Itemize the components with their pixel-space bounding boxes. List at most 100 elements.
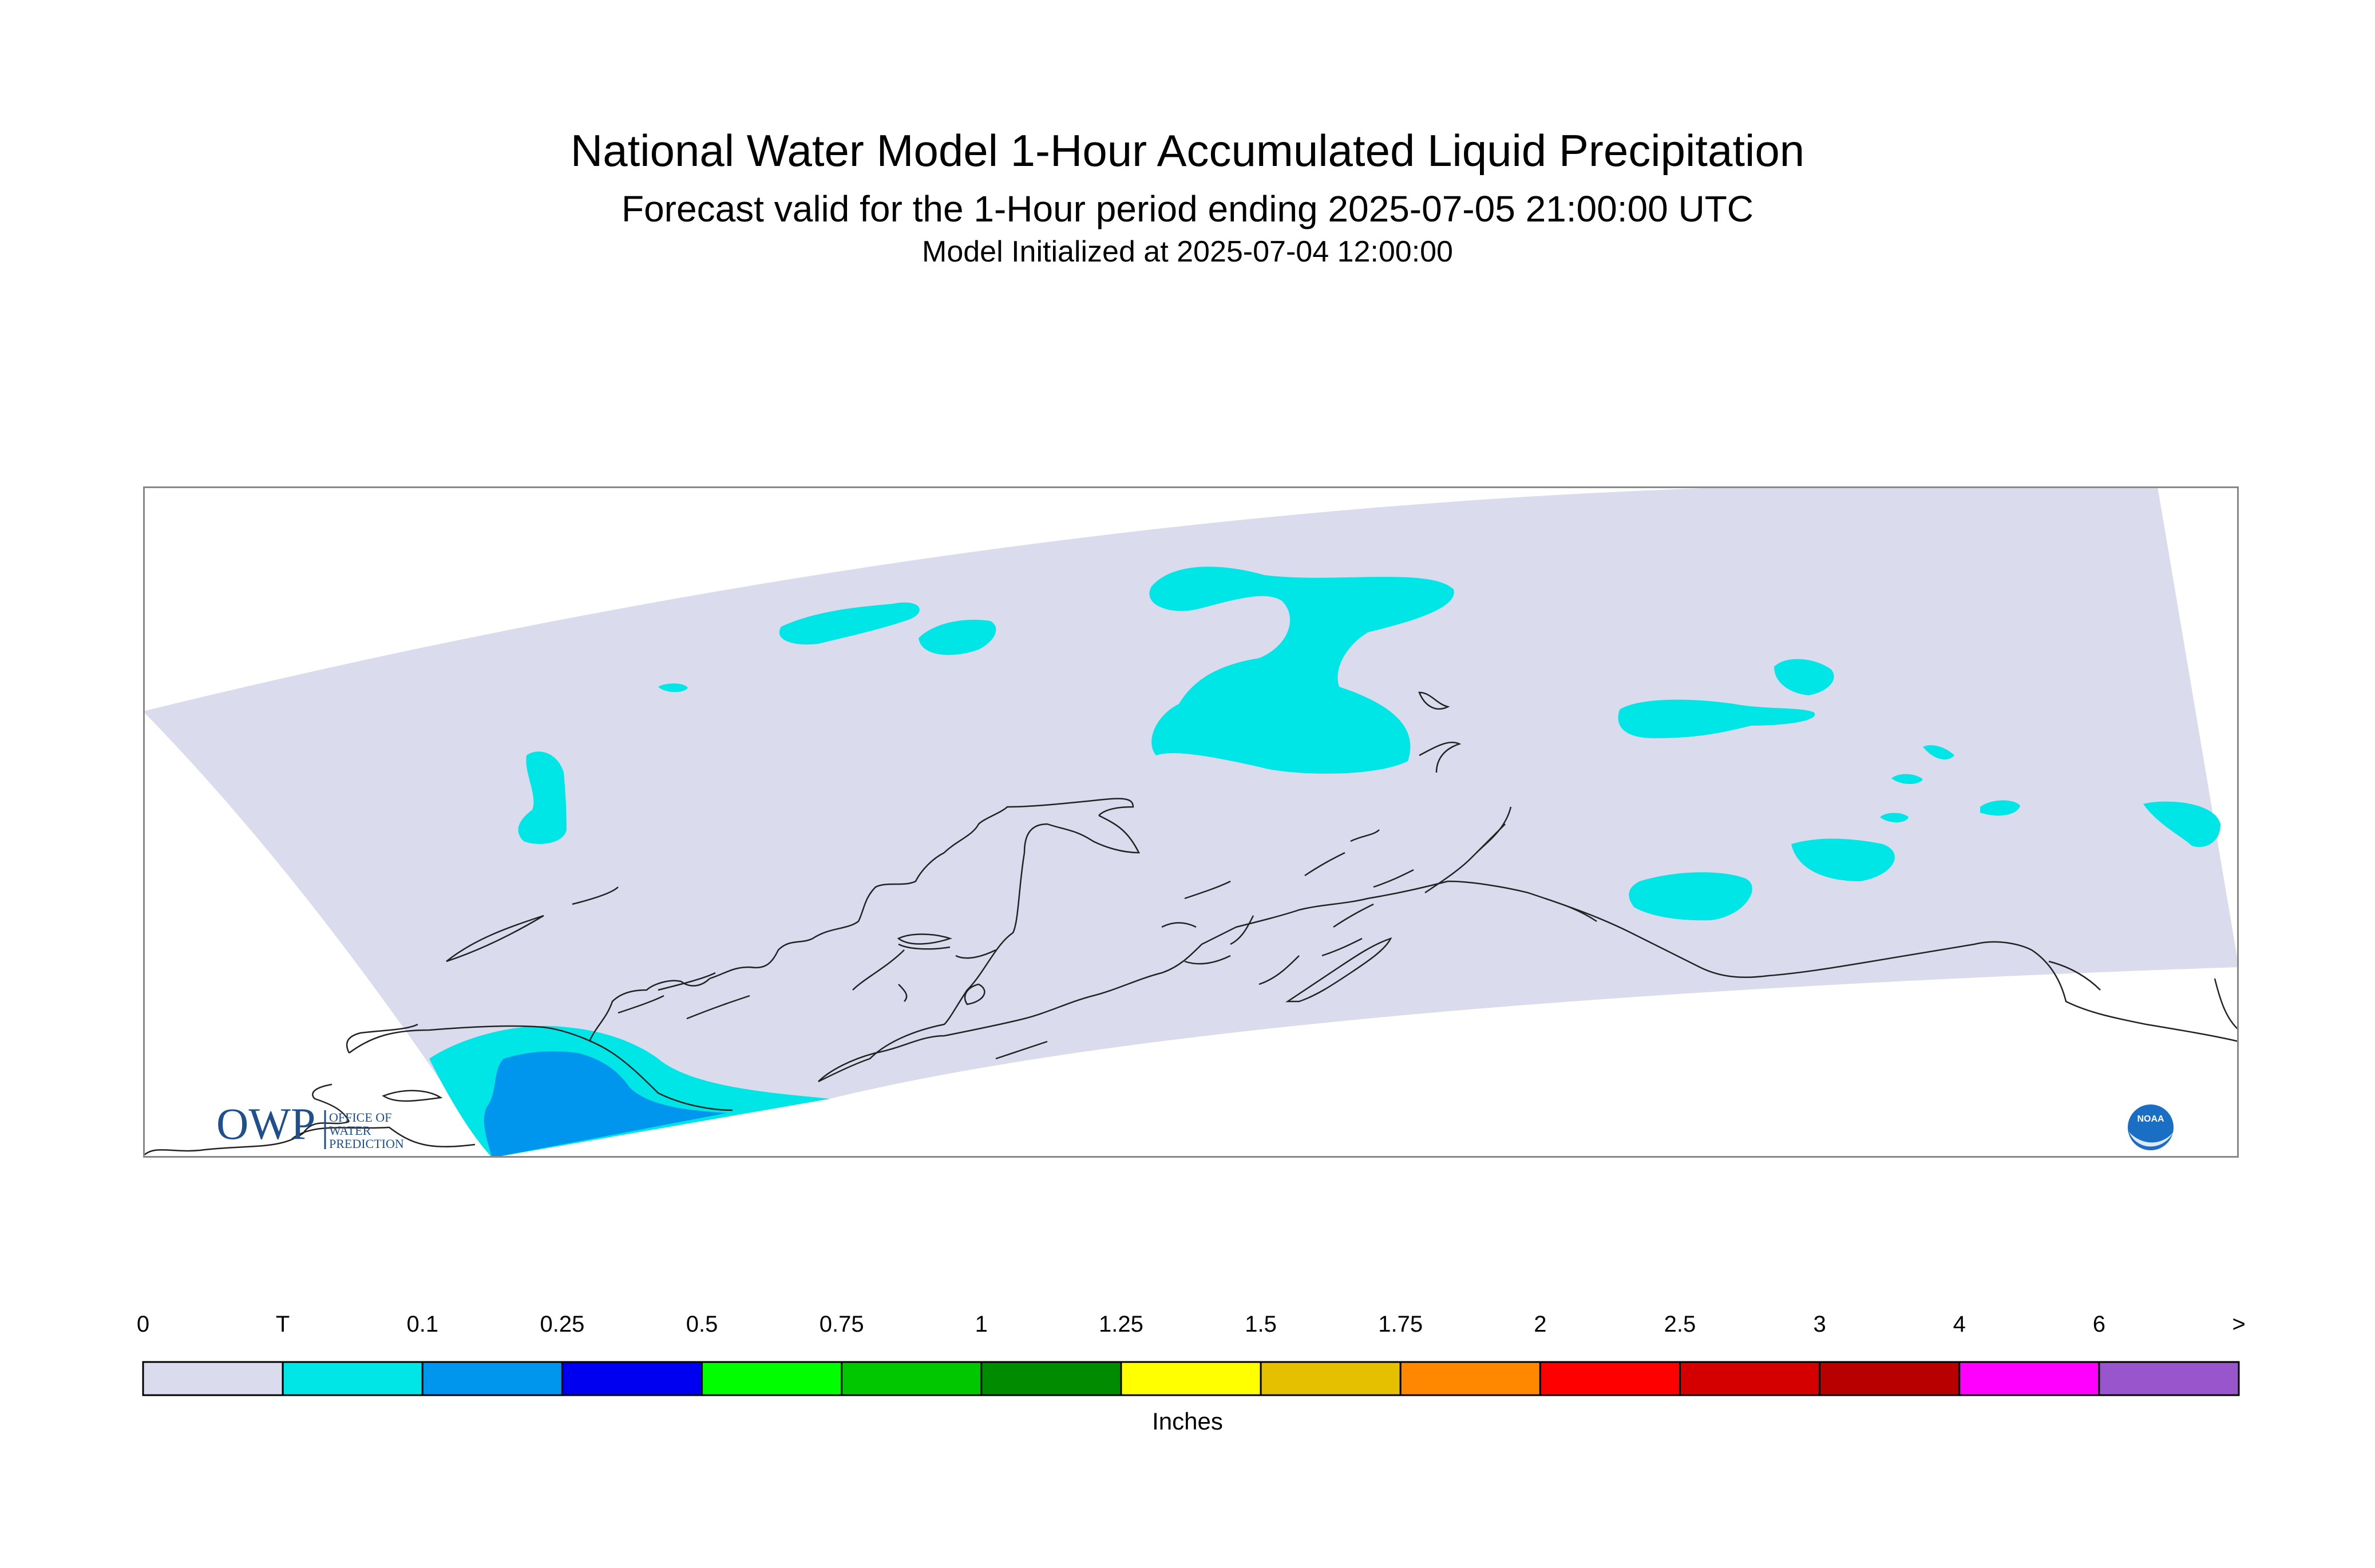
precip-area bbox=[1618, 699, 1815, 738]
precip-area bbox=[1891, 774, 1923, 785]
coastline-island bbox=[898, 984, 908, 1002]
coastline-island bbox=[955, 949, 996, 959]
precip-area bbox=[1149, 567, 1454, 774]
legend-color-box bbox=[2098, 1361, 2240, 1396]
coastline-island bbox=[1184, 955, 1231, 965]
legend-color-box bbox=[282, 1361, 423, 1396]
coastline-island bbox=[1545, 897, 1597, 922]
coastline-island bbox=[1304, 852, 1345, 877]
legend-color-box bbox=[421, 1361, 563, 1396]
precipitation-map: OWP OFFICE OF WATER PREDICTION NOAA bbox=[143, 486, 2239, 1158]
owp-logo-text: PREDICTION bbox=[329, 1137, 404, 1151]
precip-area bbox=[779, 602, 920, 645]
legend-tick-label: 6 bbox=[2092, 1312, 2105, 1337]
coastline-island bbox=[1333, 903, 1374, 928]
precip-area bbox=[1880, 813, 1909, 822]
owp-logo: OWP OFFICE OF WATER PREDICTION bbox=[216, 1099, 404, 1151]
coastline-island bbox=[1321, 937, 1363, 957]
legend-color-box bbox=[1539, 1361, 1681, 1396]
legend-tick-label: 2.5 bbox=[1664, 1312, 1696, 1337]
color-legend bbox=[142, 1361, 2240, 1396]
owp-logo-mark: OWP bbox=[216, 1099, 315, 1149]
model-init-line: Model Initialized at 2025-07-04 12:00:00 bbox=[922, 235, 1453, 268]
precip-area bbox=[1629, 872, 1752, 921]
coastline-island bbox=[1350, 829, 1380, 842]
precip-area bbox=[1980, 800, 2020, 816]
coastline-mainland bbox=[291, 1126, 476, 1147]
noaa-wave-icon bbox=[2129, 1132, 2174, 1147]
precip-area bbox=[1791, 838, 1895, 881]
legend-tick-label: T bbox=[275, 1312, 290, 1337]
legend-color-box bbox=[841, 1361, 983, 1396]
coastline-mainland bbox=[1023, 814, 1141, 854]
legend-tick-label: 1.25 bbox=[1098, 1312, 1143, 1337]
precip-area bbox=[2143, 801, 2220, 848]
coastline-island bbox=[1161, 922, 1197, 928]
coastline-mainland bbox=[812, 852, 945, 940]
legend-color-box bbox=[1399, 1361, 1541, 1396]
coastline-island bbox=[964, 983, 985, 1005]
legend-tick-label: 2 bbox=[1534, 1312, 1547, 1337]
legend-color-box bbox=[142, 1361, 284, 1396]
owp-logo-text: WATER bbox=[329, 1123, 371, 1138]
coastline-island bbox=[1373, 869, 1414, 888]
coastline-mainland bbox=[349, 1025, 733, 1111]
coastline-island bbox=[1285, 937, 1392, 1003]
legend-color-box bbox=[701, 1361, 843, 1396]
light-precip-area bbox=[484, 1051, 727, 1158]
legend-tick-label: 4 bbox=[1953, 1312, 1966, 1337]
legend-tick-label: 0.5 bbox=[686, 1312, 718, 1337]
coastline-island bbox=[1230, 915, 1254, 945]
legend-tick-label: > bbox=[2232, 1312, 2246, 1337]
legend-tick-label: 1.75 bbox=[1378, 1312, 1423, 1337]
coastline-island bbox=[618, 995, 664, 1014]
legend-color-box bbox=[980, 1361, 1122, 1396]
coastline-island bbox=[852, 949, 905, 991]
coastline-island bbox=[995, 1040, 1048, 1060]
coastline-mainland bbox=[2048, 960, 2101, 991]
coastline-island bbox=[897, 933, 952, 945]
coastline-island bbox=[1419, 742, 1462, 773]
legend-tick-label: 0.75 bbox=[819, 1312, 864, 1337]
coastlines bbox=[143, 691, 2239, 1157]
coastline-mainland bbox=[2214, 978, 2239, 1031]
coastline-island bbox=[658, 972, 716, 991]
owp-logo-text: OFFICE OF bbox=[329, 1110, 391, 1124]
legend-color-box bbox=[1260, 1361, 1402, 1396]
coastline-mainland bbox=[1476, 806, 1512, 853]
precip-area bbox=[1774, 659, 1834, 695]
legend-color-box bbox=[561, 1361, 703, 1396]
legend-color-box bbox=[1819, 1361, 1961, 1396]
legend-tick-label: 1 bbox=[975, 1312, 988, 1337]
noaa-logo-circle bbox=[2128, 1104, 2174, 1150]
coastline-mainland bbox=[346, 1023, 418, 1054]
coastline-island bbox=[572, 886, 619, 905]
map-subtitle: Forecast valid for the 1-Hour period end… bbox=[621, 188, 1754, 229]
legend-color-bar bbox=[142, 1361, 2240, 1396]
legend-color-box bbox=[1120, 1361, 1262, 1396]
precip-area bbox=[518, 751, 567, 844]
coastline-mainland bbox=[312, 1083, 350, 1122]
map-frame bbox=[143, 486, 2239, 1158]
coastline-island bbox=[686, 995, 750, 1020]
legend-tick-label: 1.5 bbox=[1245, 1312, 1277, 1337]
precip-area bbox=[658, 683, 688, 692]
coastline-mainland bbox=[2031, 949, 2239, 1043]
legend-units: Inches bbox=[1152, 1408, 1223, 1435]
coastline-island bbox=[1418, 691, 1450, 710]
coastline-mainland bbox=[818, 972, 1162, 1082]
legend-tick-label: 0.25 bbox=[540, 1312, 585, 1337]
legend-color-box bbox=[1958, 1361, 2100, 1396]
coastline-mainland bbox=[382, 1090, 443, 1102]
coastline-island bbox=[1184, 880, 1231, 900]
legend-color-box bbox=[1679, 1361, 1821, 1396]
coastline-mainland bbox=[944, 798, 1134, 853]
legend-tick-label: 0.1 bbox=[406, 1312, 439, 1337]
coastline-mainland bbox=[818, 852, 1026, 1083]
noaa-logo: NOAA bbox=[2128, 1104, 2174, 1150]
map-title: National Water Model 1-Hour Accumulated … bbox=[570, 125, 1805, 176]
coastline-mainland bbox=[709, 937, 813, 980]
coastline-island bbox=[1258, 955, 1300, 985]
legend-tick-label: 3 bbox=[1813, 1312, 1826, 1337]
legend-tick-label: 0 bbox=[136, 1312, 150, 1337]
